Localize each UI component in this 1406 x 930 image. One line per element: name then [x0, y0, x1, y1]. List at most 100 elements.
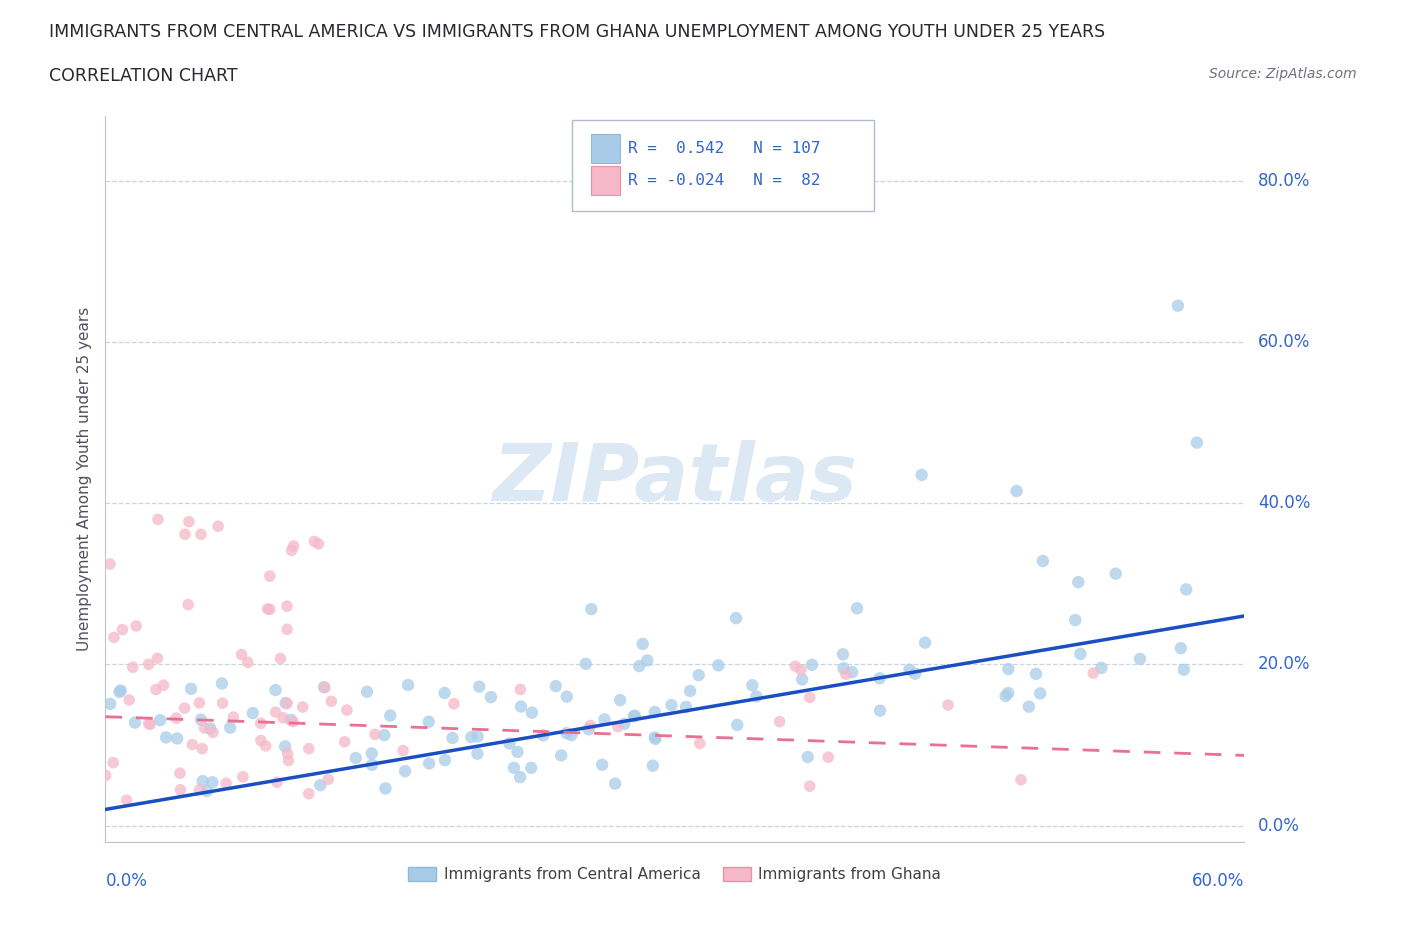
Point [188, 696, 211, 711]
Point [869, 703, 891, 718]
Point [110, 683, 132, 698]
Point [835, 667, 858, 682]
Point [509, 770, 531, 785]
Point [575, 657, 598, 671]
Point [207, 519, 229, 534]
Point [277, 753, 299, 768]
Point [139, 717, 162, 732]
Point [314, 680, 336, 695]
Point [298, 741, 321, 756]
Point [434, 752, 457, 767]
Point [1170, 641, 1192, 656]
Point [304, 534, 326, 549]
Y-axis label: Unemployment Among Youth under 25 years: Unemployment Among Youth under 25 years [77, 307, 93, 651]
Point [1067, 575, 1090, 590]
Point [190, 712, 212, 727]
Text: CORRELATION CHART: CORRELATION CHART [49, 67, 238, 85]
Point [291, 699, 314, 714]
Point [274, 739, 297, 754]
Point [1064, 613, 1087, 628]
Point [1167, 299, 1189, 313]
Point [433, 685, 456, 700]
Point [94, 768, 117, 783]
Text: R =  0.542   N = 107: R = 0.542 N = 107 [628, 140, 821, 155]
Point [467, 746, 489, 761]
Point [994, 688, 1017, 703]
Point [418, 756, 440, 771]
Point [675, 699, 697, 714]
Point [790, 672, 813, 687]
Point [190, 527, 212, 542]
Point [790, 662, 813, 677]
Point [242, 706, 264, 721]
Point [125, 618, 148, 633]
Text: R = -0.024   N =  82: R = -0.024 N = 82 [628, 173, 821, 188]
Point [271, 711, 294, 725]
Point [1069, 646, 1091, 661]
Point [468, 679, 491, 694]
Point [725, 717, 748, 732]
Point [841, 665, 863, 680]
Point [1029, 686, 1052, 701]
Point [679, 684, 702, 698]
Point [898, 662, 921, 677]
Point [333, 735, 356, 750]
Point [591, 757, 613, 772]
Point [361, 757, 384, 772]
Point [510, 699, 533, 714]
FancyBboxPatch shape [591, 134, 620, 163]
FancyBboxPatch shape [591, 166, 620, 194]
Point [269, 651, 291, 666]
Point [336, 703, 359, 718]
Point [177, 597, 200, 612]
Text: 80.0%: 80.0% [1258, 172, 1310, 190]
Point [180, 682, 202, 697]
Text: Source: ZipAtlas.com: Source: ZipAtlas.com [1209, 67, 1357, 81]
Point [460, 729, 482, 744]
Point [280, 543, 302, 558]
Point [509, 682, 531, 697]
Point [479, 690, 502, 705]
Point [1005, 484, 1028, 498]
Point [174, 526, 197, 541]
Point [166, 731, 188, 746]
Point [707, 658, 730, 672]
Point [266, 775, 288, 790]
Point [560, 727, 582, 742]
Point [745, 689, 768, 704]
Point [280, 712, 302, 727]
Point [911, 468, 934, 483]
Point [316, 772, 339, 787]
Point [396, 678, 419, 693]
Point [579, 718, 602, 733]
Point [356, 684, 378, 699]
Point [155, 730, 177, 745]
Point [380, 708, 402, 723]
Point [360, 746, 382, 761]
Point [498, 736, 520, 751]
Point [1185, 435, 1208, 450]
Point [201, 724, 224, 739]
Point [503, 761, 526, 776]
Point [138, 657, 160, 671]
Point [274, 696, 297, 711]
Point [846, 601, 869, 616]
Point [222, 710, 245, 724]
Point [232, 769, 254, 784]
Text: 40.0%: 40.0% [1258, 494, 1310, 512]
Point [124, 715, 146, 730]
Point [249, 716, 271, 731]
Point [799, 690, 821, 705]
Text: 0.0%: 0.0% [105, 872, 148, 890]
Point [623, 709, 645, 724]
Point [644, 731, 666, 746]
Text: IMMIGRANTS FROM CENTRAL AMERICA VS IMMIGRANTS FROM GHANA UNEMPLOYMENT AMONG YOUT: IMMIGRANTS FROM CENTRAL AMERICA VS IMMIG… [49, 23, 1105, 41]
Point [593, 712, 616, 727]
Text: 20.0%: 20.0% [1258, 656, 1310, 673]
Point [169, 765, 191, 780]
Point [215, 776, 238, 790]
Point [173, 700, 195, 715]
Point [613, 716, 636, 731]
Point [259, 568, 281, 583]
Point [644, 705, 666, 720]
